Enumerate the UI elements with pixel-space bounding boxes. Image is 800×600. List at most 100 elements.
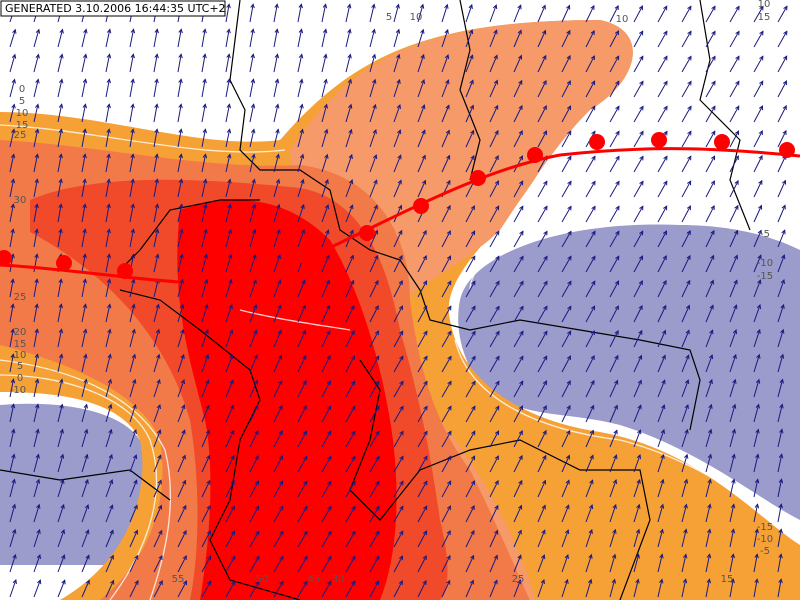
wind-arrow-head: [202, 53, 207, 59]
wind-arrow-head: [470, 529, 475, 535]
wind-arrow-head: [154, 153, 159, 159]
wind-arrow-head: [590, 4, 595, 10]
wind-arrow-head: [255, 505, 260, 511]
wind-arrow-head: [227, 178, 232, 184]
wind-arrow-head: [106, 253, 112, 259]
wind-arrow: [777, 130, 787, 148]
wind-arrow: [633, 579, 639, 598]
wind-arrow-head: [206, 555, 212, 561]
border: [399, 259, 701, 431]
wind-arrow: [81, 504, 89, 523]
wind-arrow-head: [781, 254, 786, 260]
wind-arrow: [417, 280, 427, 298]
wind-arrow-head: [566, 29, 571, 35]
wind-arrow-head: [375, 430, 380, 436]
wind-arrow: [345, 305, 355, 323]
wind-arrow: [201, 455, 210, 473]
wind-arrow: [585, 305, 596, 323]
wind-arrow-head: [301, 304, 306, 310]
wind-arrow-head: [684, 428, 689, 434]
wind-arrow-head: [423, 355, 428, 361]
contour-label: 25: [14, 130, 27, 141]
wind-arrow: [537, 80, 547, 98]
wind-arrow: [321, 204, 329, 223]
wind-arrow-head: [178, 78, 183, 84]
wind-arrow-head: [494, 455, 499, 461]
wind-arrow-head: [706, 578, 712, 584]
wind-arrow: [585, 106, 596, 123]
contour-label: 20: [14, 327, 27, 338]
front-line: [0, 263, 181, 284]
wind-arrow: [729, 180, 739, 198]
contour-label: -5: [760, 229, 770, 240]
wind-arrow: [441, 331, 452, 348]
border: [0, 469, 171, 501]
wind-arrow: [129, 429, 137, 448]
wind-arrow: [369, 79, 376, 98]
wind-arrow: [537, 455, 547, 473]
wind-arrow: [129, 404, 136, 423]
wind-arrow: [561, 554, 569, 573]
wind-arrow-head: [85, 554, 90, 560]
wind-arrow: [153, 279, 159, 298]
wind-arrow-head: [254, 480, 259, 486]
wind-arrow-head: [638, 329, 643, 335]
wind-arrow: [177, 154, 182, 173]
wind-arrow: [609, 380, 618, 398]
wind-arrow-head: [324, 178, 329, 184]
wind-arrow-head: [469, 54, 474, 60]
wind-arrow: [81, 479, 89, 498]
border: [699, 0, 751, 231]
wind-arrow: [537, 505, 546, 523]
wind-arrow-head: [422, 255, 427, 261]
wind-arrow: [753, 6, 764, 23]
wind-arrow-head: [327, 530, 332, 536]
wind-arrow: [753, 404, 760, 423]
wind-arrow: [105, 204, 110, 223]
wind-arrow-head: [540, 578, 545, 585]
wind-arrow: [177, 54, 182, 73]
wind-arrow-head: [590, 330, 595, 336]
wind-arrow-head: [206, 454, 211, 460]
wind-arrow-head: [493, 579, 498, 585]
wind-arrow-head: [83, 28, 88, 34]
wind-arrow-head: [446, 154, 451, 160]
isolines: [0, 9, 800, 600]
wind-arrow: [177, 104, 182, 123]
wind-arrow: [129, 104, 134, 123]
wind-arrow: [609, 181, 620, 198]
wind-arrow-head: [279, 530, 284, 536]
wind-arrow: [489, 256, 500, 273]
wind-arrow-head: [733, 304, 738, 310]
wind-arrow: [489, 281, 500, 298]
wind-arrow: [537, 331, 548, 348]
wind-arrow-head: [638, 280, 643, 286]
wind-arrow: [633, 206, 644, 223]
wind-arrow: [633, 5, 643, 23]
wind-arrow-head: [779, 353, 785, 359]
wind-arrow: [633, 280, 643, 298]
wind-arrow-head: [58, 228, 63, 234]
wind-arrow-head: [110, 579, 115, 585]
wind-arrow-head: [759, 55, 764, 61]
wind-arrow: [441, 155, 450, 173]
wind-arrow: [441, 4, 448, 23]
wind-arrow: [249, 380, 258, 398]
wind-arrow: [177, 455, 186, 473]
wind-arrow-head: [446, 529, 451, 535]
wind-arrow-head: [83, 428, 89, 434]
wind-arrow: [105, 479, 113, 498]
wind-arrow-head: [350, 380, 356, 386]
wind-arrow: [537, 5, 546, 23]
wind-arrow-head: [519, 230, 524, 236]
contour-label: -10: [757, 258, 773, 269]
wind-arrow-head: [734, 155, 739, 161]
wind-arrow: [249, 430, 259, 448]
wind-arrow: [345, 556, 356, 573]
wind-arrow: [273, 531, 284, 548]
wind-arrow-head: [181, 404, 186, 410]
wind-arrow: [753, 429, 759, 448]
wind-arrow: [441, 505, 451, 523]
front-symbol: [470, 170, 486, 186]
wind-arrow-head: [567, 155, 572, 161]
